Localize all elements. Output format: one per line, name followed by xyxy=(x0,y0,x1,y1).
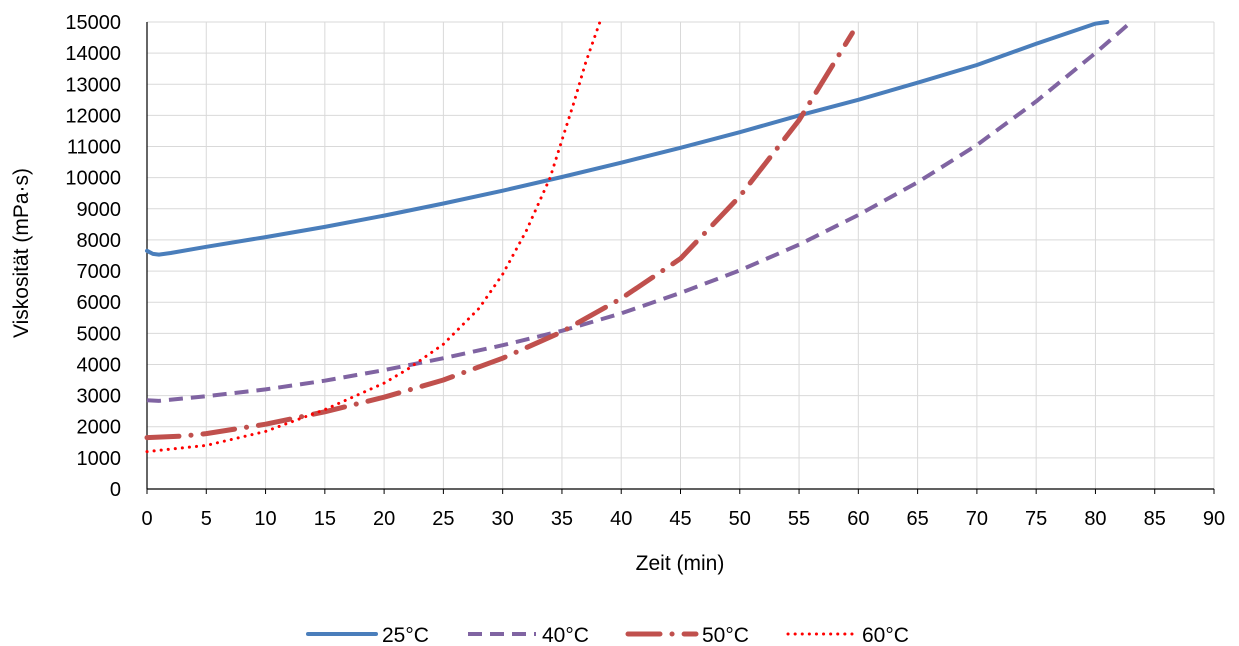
x-tick-label: 20 xyxy=(373,508,395,530)
x-tick-label: 5 xyxy=(201,508,212,530)
x-tick-label: 10 xyxy=(254,508,276,530)
legend-label-60c: 60°C xyxy=(862,624,909,646)
y-tick-label: 5000 xyxy=(77,323,122,345)
y-tick-label: 11000 xyxy=(67,137,121,159)
y-tick-label: 3000 xyxy=(77,386,122,408)
x-tick-label: 50 xyxy=(729,508,751,530)
x-tick-label: 25 xyxy=(432,508,454,530)
series-line-50c xyxy=(144,30,855,441)
x-tick-label: 30 xyxy=(492,508,514,530)
legend: 25°C 40°C 50°C 60°C xyxy=(306,624,909,646)
x-tick-label: 0 xyxy=(141,508,152,530)
y-tick-label: 2000 xyxy=(77,417,122,439)
y-tick-label: 0 xyxy=(110,479,121,501)
legend-label-50c: 50°C xyxy=(702,624,749,646)
y-tick-label: 9000 xyxy=(77,199,122,221)
gridlines xyxy=(146,21,1215,490)
series-line-25c xyxy=(145,20,1110,257)
series-lines xyxy=(144,20,1133,454)
y-tick-label: 14000 xyxy=(65,43,121,65)
y-tick-label: 7000 xyxy=(77,261,122,283)
y-tick-label: 8000 xyxy=(77,230,122,252)
y-tick-label: 1000 xyxy=(77,448,122,470)
y-axis-title: Viskosität (mPa·s) xyxy=(10,168,33,338)
x-tick-label: 60 xyxy=(847,508,869,530)
x-axis-title: Zeit (min) xyxy=(636,552,725,575)
legend-label-40c: 40°C xyxy=(542,624,589,646)
y-tick-label: 10000 xyxy=(65,168,121,190)
x-tick-label: 85 xyxy=(1144,508,1166,530)
series-line-60c xyxy=(145,20,602,454)
y-tick-label: 12000 xyxy=(65,105,121,127)
x-tick-label: 15 xyxy=(314,508,336,530)
y-tick-label: 13000 xyxy=(65,74,121,96)
x-tick-label: 90 xyxy=(1203,508,1225,530)
x-tick-label: 70 xyxy=(966,508,988,530)
series-line-40c xyxy=(146,20,1133,403)
y-tick-label: 6000 xyxy=(77,292,122,314)
x-tick-label: 35 xyxy=(551,508,573,530)
x-tick-label: 55 xyxy=(788,508,810,530)
y-tick-labels: 0 1000 2000 3000 4000 5000 6000 7000 8000 9000 100… xyxy=(65,12,121,501)
x-tick-label: 80 xyxy=(1084,508,1106,530)
y-tick-label: 15000 xyxy=(65,12,121,34)
legend-label-25c: 25°C xyxy=(382,624,429,646)
x-tick-labels: 0 5 10 15 20 25 30 35 40 45 50 55 60 65 70 75 80 85 90 xyxy=(141,508,1225,530)
axes xyxy=(146,22,1215,494)
x-tick-label: 40 xyxy=(610,508,632,530)
x-tick-label: 45 xyxy=(669,508,691,530)
y-tick-label: 4000 xyxy=(77,354,122,376)
x-tick-label: 75 xyxy=(1025,508,1047,530)
x-tick-label: 65 xyxy=(906,508,928,530)
